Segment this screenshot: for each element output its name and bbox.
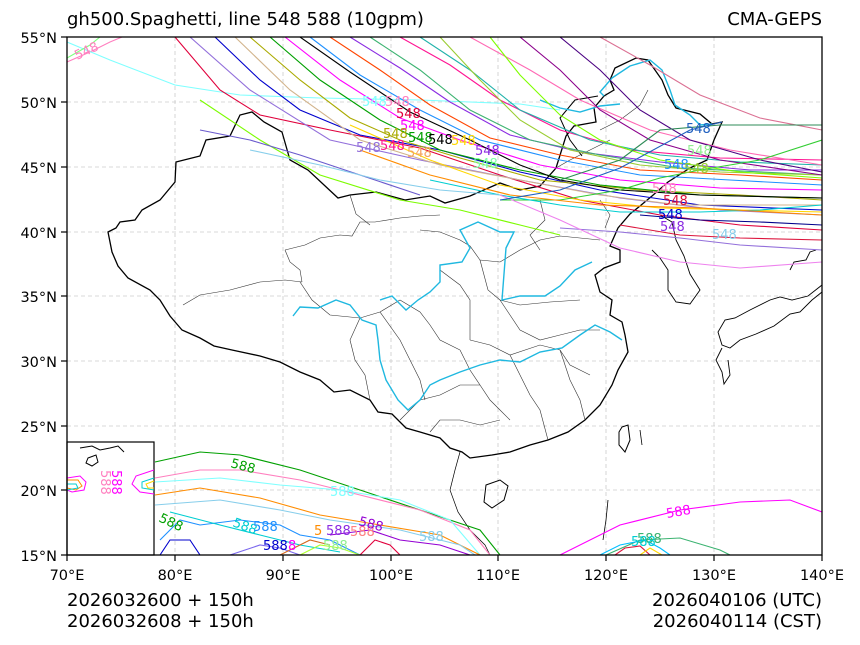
svg-text:588: 588	[323, 539, 348, 554]
svg-text:588: 588	[350, 525, 375, 540]
lat-tick: 20°N	[20, 484, 57, 500]
lon-tick: 110°E	[476, 568, 520, 584]
model-name: CMA-GEPS	[727, 9, 822, 30]
lon-axis	[66, 555, 823, 561]
svg-text:548: 548	[356, 141, 381, 156]
chart-title: gh500.Spaghetti, line 548 588 (10gpm)	[67, 9, 424, 30]
lat-tick: 25°N	[20, 420, 57, 436]
svg-text:548: 548	[451, 134, 476, 149]
svg-text:548: 548	[652, 182, 677, 197]
svg-text:548: 548	[663, 194, 688, 209]
svg-text:548: 548	[385, 95, 410, 110]
rivers	[292, 59, 713, 411]
province-borders	[182, 89, 649, 441]
svg-text:588: 588	[665, 503, 692, 522]
svg-text:548: 548	[712, 228, 737, 243]
svg-text:548: 548	[687, 144, 712, 159]
init-time-cst: 2026032608 + 150h	[67, 611, 254, 632]
svg-text:588: 588	[326, 524, 351, 539]
svg-text:5: 5	[314, 524, 322, 539]
contour-588-lines	[154, 451, 822, 555]
svg-text:548: 548	[684, 162, 709, 177]
svg-text:548: 548	[400, 119, 425, 134]
valid-time-cst: 2026040114 (CST)	[652, 611, 822, 632]
svg-text:588: 588	[263, 539, 288, 554]
lat-tick: 55°N	[20, 31, 57, 47]
svg-text:548: 548	[658, 208, 683, 223]
gridlines	[67, 37, 822, 555]
lon-tick: 80°E	[158, 568, 193, 584]
svg-text:548: 548	[473, 157, 498, 172]
scs-inset: 588 588	[66, 441, 155, 556]
svg-text:588: 588	[419, 530, 444, 545]
svg-text:548: 548	[407, 146, 432, 161]
svg-text:548: 548	[475, 144, 500, 159]
lat-tick: 35°N	[20, 290, 57, 306]
contour-labels-588: 588 588 588 588 588 588 8 588 5 588 588 …	[156, 456, 692, 554]
svg-text:548: 548	[383, 127, 408, 142]
lat-axis	[61, 36, 67, 556]
svg-text:548: 548	[362, 95, 387, 110]
svg-text:548: 548	[664, 158, 689, 173]
svg-text:588: 588	[253, 520, 278, 535]
lon-tick-labels: 70°E 80°E 90°E 100°E 110°E 120°E 130°E 1…	[50, 568, 844, 584]
lat-tick: 50°N	[20, 96, 57, 112]
svg-text:588: 588	[637, 532, 662, 547]
svg-text:588: 588	[229, 456, 257, 477]
lon-tick: 130°E	[692, 568, 736, 584]
lon-tick: 100°E	[369, 568, 413, 584]
lon-tick: 90°E	[266, 568, 301, 584]
svg-text:548: 548	[396, 107, 421, 122]
svg-text:588: 588	[631, 535, 656, 550]
svg-text:588: 588	[108, 470, 123, 495]
lat-tick: 45°N	[20, 161, 57, 177]
lon-tick: 120°E	[584, 568, 628, 584]
svg-text:548: 548	[660, 220, 685, 235]
lon-tick: 140°E	[800, 568, 844, 584]
lat-tick: 15°N	[20, 549, 57, 565]
contour-548-lines	[67, 37, 822, 269]
svg-text:548: 548	[428, 133, 453, 148]
lat-tick: 30°N	[20, 355, 57, 371]
lat-tick-labels: 55°N 50°N 45°N 40°N 35°N 30°N 25°N 20°N …	[20, 31, 57, 565]
valid-time-utc: 2026040106 (UTC)	[652, 590, 822, 611]
svg-text:548: 548	[72, 40, 101, 64]
init-time-utc: 2026032600 + 150h	[67, 590, 254, 611]
svg-text:548: 548	[380, 139, 405, 154]
svg-text:8: 8	[288, 539, 296, 554]
valid-time-block: 2026040106 (UTC) 2026040114 (CST)	[652, 590, 822, 632]
svg-text:588: 588	[97, 470, 112, 495]
svg-text:548: 548	[408, 131, 433, 146]
svg-text:588: 588	[330, 485, 355, 500]
contour-labels-548: 548 548 548 548 548 548 548 548 548 548 …	[72, 40, 736, 243]
svg-text:588: 588	[357, 514, 385, 535]
lat-tick: 40°N	[20, 226, 57, 242]
init-time-block: 2026032600 + 150h 2026032608 + 150h	[67, 590, 254, 632]
lon-tick: 70°E	[50, 568, 85, 584]
svg-text:548: 548	[686, 122, 711, 137]
